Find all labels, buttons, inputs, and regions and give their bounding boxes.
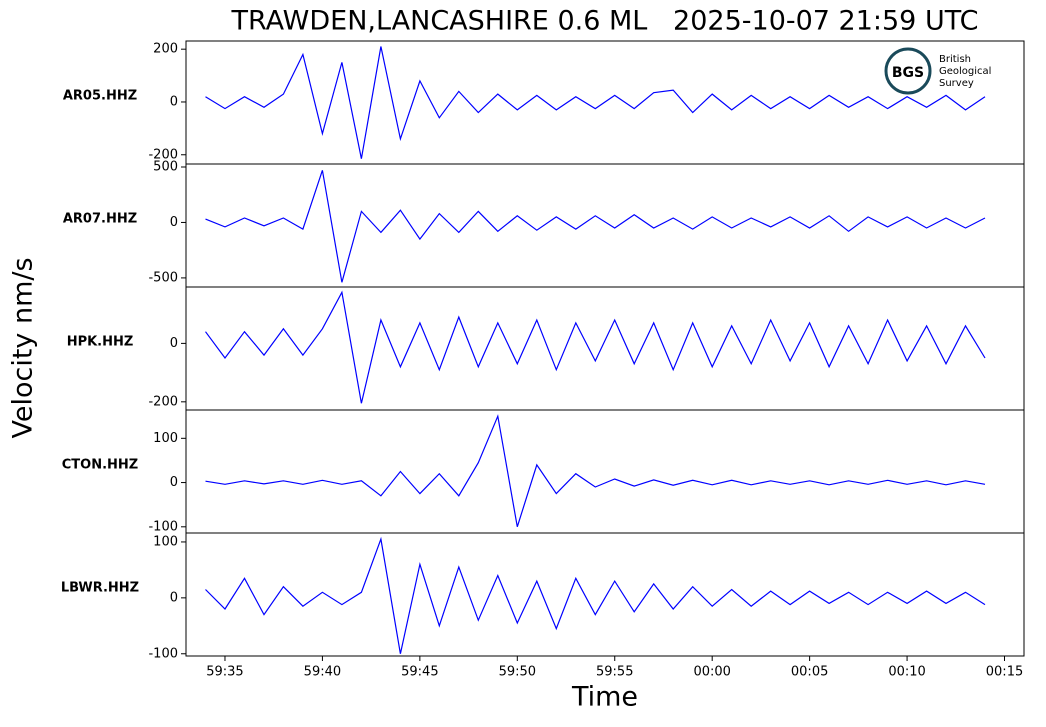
y-axis-label: Velocity nm/s <box>8 257 39 438</box>
waveform <box>205 414 986 527</box>
x-tick-label: 00:05 <box>791 665 828 680</box>
logo-ring <box>884 47 932 95</box>
station-label: CTON.HHZ <box>62 458 138 473</box>
y-tick-label: -100 <box>148 519 178 534</box>
chart-title: TRAWDEN,LANCASHIRE 0.6 ML 2025-10-07 21:… <box>231 6 979 37</box>
waveform <box>205 46 986 159</box>
logo-badge: BGS <box>892 65 924 81</box>
waveform <box>205 290 986 404</box>
x-tick-label: 59:40 <box>304 665 341 680</box>
y-tick-label: 0 <box>170 94 178 109</box>
logo: BGS British Geological Survey <box>884 47 991 95</box>
logo-text: Survey <box>939 78 974 89</box>
waveform <box>205 536 986 654</box>
y-tick-label: 0 <box>170 475 178 490</box>
x-tick-label: 00:15 <box>986 665 1023 680</box>
y-tick-label: 200 <box>153 42 178 57</box>
waveform <box>205 170 986 283</box>
station-label: HPK.HHZ <box>67 335 134 350</box>
x-tick-label: 59:50 <box>499 665 536 680</box>
y-tick-label: -200 <box>148 147 178 162</box>
station-label: LBWR.HHZ <box>61 581 139 596</box>
y-tick-label: 500 <box>153 159 178 174</box>
y-tick-label: 100 <box>153 431 178 446</box>
y-tick-label: 0 <box>170 215 178 230</box>
x-axis-label: Time <box>571 682 638 713</box>
y-tick-label: 0 <box>170 336 178 351</box>
panel-frame <box>185 163 1025 288</box>
panel-frame <box>185 409 1025 534</box>
x-tick-label: 59:45 <box>401 665 438 680</box>
panel-frame <box>185 532 1025 657</box>
y-tick-label: -500 <box>148 270 178 285</box>
x-tick-label: 00:00 <box>693 665 730 680</box>
logo-text: British <box>939 54 971 65</box>
y-tick-label: 100 <box>153 534 178 549</box>
x-tick-label: 00:10 <box>888 665 925 680</box>
station-label: AR05.HHZ <box>63 89 137 104</box>
x-tick-label: 59:55 <box>596 665 633 680</box>
y-tick-label: -200 <box>148 394 178 409</box>
logo-text: Geological <box>939 66 991 77</box>
y-tick-label: 0 <box>170 590 178 605</box>
x-tick-label: 59:35 <box>206 665 243 680</box>
y-tick-label: -100 <box>148 646 178 661</box>
station-label: AR07.HHZ <box>63 212 137 227</box>
panel-frame <box>185 286 1025 411</box>
